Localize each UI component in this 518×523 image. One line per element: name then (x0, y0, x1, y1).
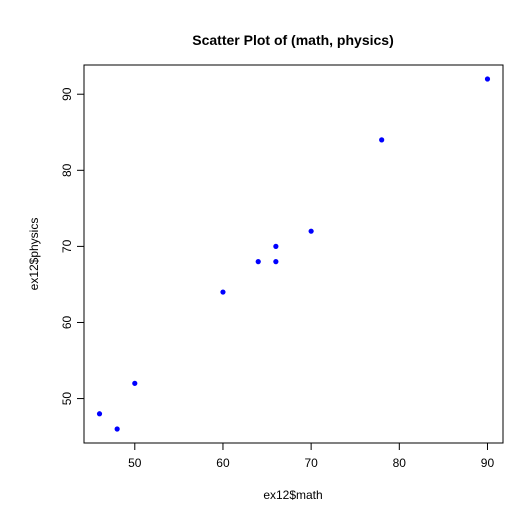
data-point (484, 76, 491, 82)
y-tick-label: 60 (60, 315, 74, 329)
x-tick-label: 90 (481, 456, 495, 470)
x-tick-label: 80 (393, 456, 407, 470)
data-point (379, 137, 385, 143)
data-point (132, 380, 138, 386)
y-tick-label: 80 (60, 163, 74, 177)
data-point (273, 259, 279, 265)
x-tick-label: 60 (216, 456, 230, 470)
y-tick-label: 70 (60, 239, 74, 253)
data-point (96, 411, 103, 417)
y-axis: 50 60 70 80 90 (60, 87, 85, 406)
x-axis: 50 60 70 80 90 (128, 442, 495, 470)
data-point (308, 228, 314, 234)
chart-title: Scatter Plot of (math, physics) (192, 32, 393, 48)
y-tick-label: 90 (60, 87, 74, 101)
data-points (96, 76, 491, 432)
data-point (273, 243, 279, 249)
x-tick-label: 50 (128, 456, 142, 470)
x-axis-label: ex12$math (263, 488, 322, 502)
y-axis-label: ex12$physics (27, 218, 41, 291)
data-point (114, 426, 120, 432)
data-point (255, 259, 261, 265)
x-tick-label: 70 (304, 456, 318, 470)
data-point (220, 289, 226, 295)
y-tick-label: 50 (60, 392, 74, 406)
